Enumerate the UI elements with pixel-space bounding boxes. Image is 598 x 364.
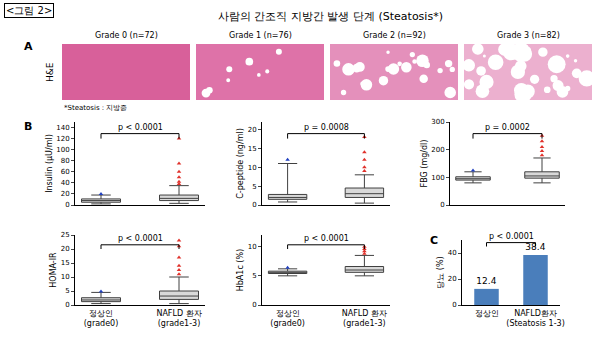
svg-text:5: 5 — [65, 287, 69, 295]
svg-text:15: 15 — [61, 259, 70, 267]
svg-text:12.4: 12.4 — [476, 276, 496, 286]
svg-text:Grade 1 (n=76): Grade 1 (n=76) — [229, 31, 292, 40]
svg-text:Grade 0 (n=72): Grade 0 (n=72) — [95, 31, 158, 40]
svg-text:정상인: 정상인 — [475, 309, 499, 318]
svg-text:300: 300 — [431, 118, 444, 126]
svg-text:정상인(grade0): 정상인(grade0) — [270, 309, 305, 328]
svg-text:C: C — [430, 234, 438, 247]
svg-text:100: 100 — [431, 174, 444, 182]
svg-text:정상인(grade0): 정상인(grade0) — [84, 309, 119, 328]
svg-text:당뇨 (%): 당뇨 (%) — [436, 256, 445, 288]
svg-text:p < 0.0001: p < 0.0001 — [489, 232, 534, 241]
svg-text:HbA1c (%): HbA1c (%) — [236, 249, 245, 291]
svg-text:*Steatosis : 지방증: *Steatosis : 지방증 — [64, 104, 127, 112]
svg-text:A: A — [24, 40, 33, 53]
svg-text:10: 10 — [248, 164, 257, 172]
svg-text:0: 0 — [440, 201, 444, 209]
svg-text:B: B — [24, 120, 32, 133]
svg-text:Grade 2 (n=92): Grade 2 (n=92) — [363, 31, 426, 40]
svg-text:40: 40 — [448, 249, 457, 257]
svg-text:p < 0.0001: p < 0.0001 — [118, 123, 163, 132]
svg-text:FBG (mg/dl): FBG (mg/dl) — [420, 140, 429, 188]
svg-text:20: 20 — [61, 245, 70, 253]
svg-text:H&E: H&E — [45, 62, 55, 82]
svg-text:NAFLD 환자(grade1-3): NAFLD 환자(grade1-3) — [342, 309, 387, 328]
svg-text:<그림 2>: <그림 2> — [6, 5, 52, 16]
svg-text:15: 15 — [248, 145, 257, 153]
svg-text:0: 0 — [252, 301, 256, 309]
svg-text:80: 80 — [61, 157, 70, 165]
svg-text:5: 5 — [252, 183, 256, 191]
svg-text:Grade 3 (n=82): Grade 3 (n=82) — [497, 31, 560, 40]
svg-text:C-peptide (ng/ml): C-peptide (ng/ml) — [236, 128, 245, 199]
svg-text:20: 20 — [248, 126, 257, 134]
svg-text:20: 20 — [61, 190, 70, 198]
svg-text:140: 140 — [56, 124, 69, 132]
svg-text:60: 60 — [61, 168, 70, 176]
svg-text:38.4: 38.4 — [525, 242, 545, 252]
svg-text:0: 0 — [65, 201, 69, 209]
svg-text:120: 120 — [56, 135, 69, 143]
svg-text:0: 0 — [65, 301, 69, 309]
svg-text:0: 0 — [452, 301, 456, 309]
svg-text:40: 40 — [61, 179, 70, 187]
svg-text:0: 0 — [252, 201, 256, 209]
svg-text:NAFLD환자(Steatosis 1-3): NAFLD환자(Steatosis 1-3) — [506, 309, 564, 328]
svg-text:5: 5 — [252, 272, 256, 280]
svg-text:p = 0.0002: p = 0.0002 — [485, 123, 530, 132]
svg-text:NAFLD 환자(grade1-3): NAFLD 환자(grade1-3) — [156, 309, 201, 328]
svg-text:p = 0.0008: p = 0.0008 — [304, 123, 349, 132]
svg-text:20: 20 — [448, 275, 457, 283]
svg-text:HOMA-IR: HOMA-IR — [49, 252, 58, 288]
svg-text:25: 25 — [61, 231, 70, 239]
svg-text:사람의 간조직 지방간 발생 단계 (Steatosis*): 사람의 간조직 지방간 발생 단계 (Steatosis*) — [218, 10, 443, 23]
svg-text:p < 0.0001: p < 0.0001 — [118, 234, 163, 243]
svg-text:10: 10 — [61, 273, 70, 281]
svg-text:100: 100 — [56, 146, 69, 154]
svg-text:Insulin (μU/ml): Insulin (μU/ml) — [45, 134, 54, 193]
svg-text:200: 200 — [431, 146, 444, 154]
svg-text:p < 0.0001: p < 0.0001 — [304, 234, 349, 243]
svg-text:10: 10 — [248, 243, 257, 251]
